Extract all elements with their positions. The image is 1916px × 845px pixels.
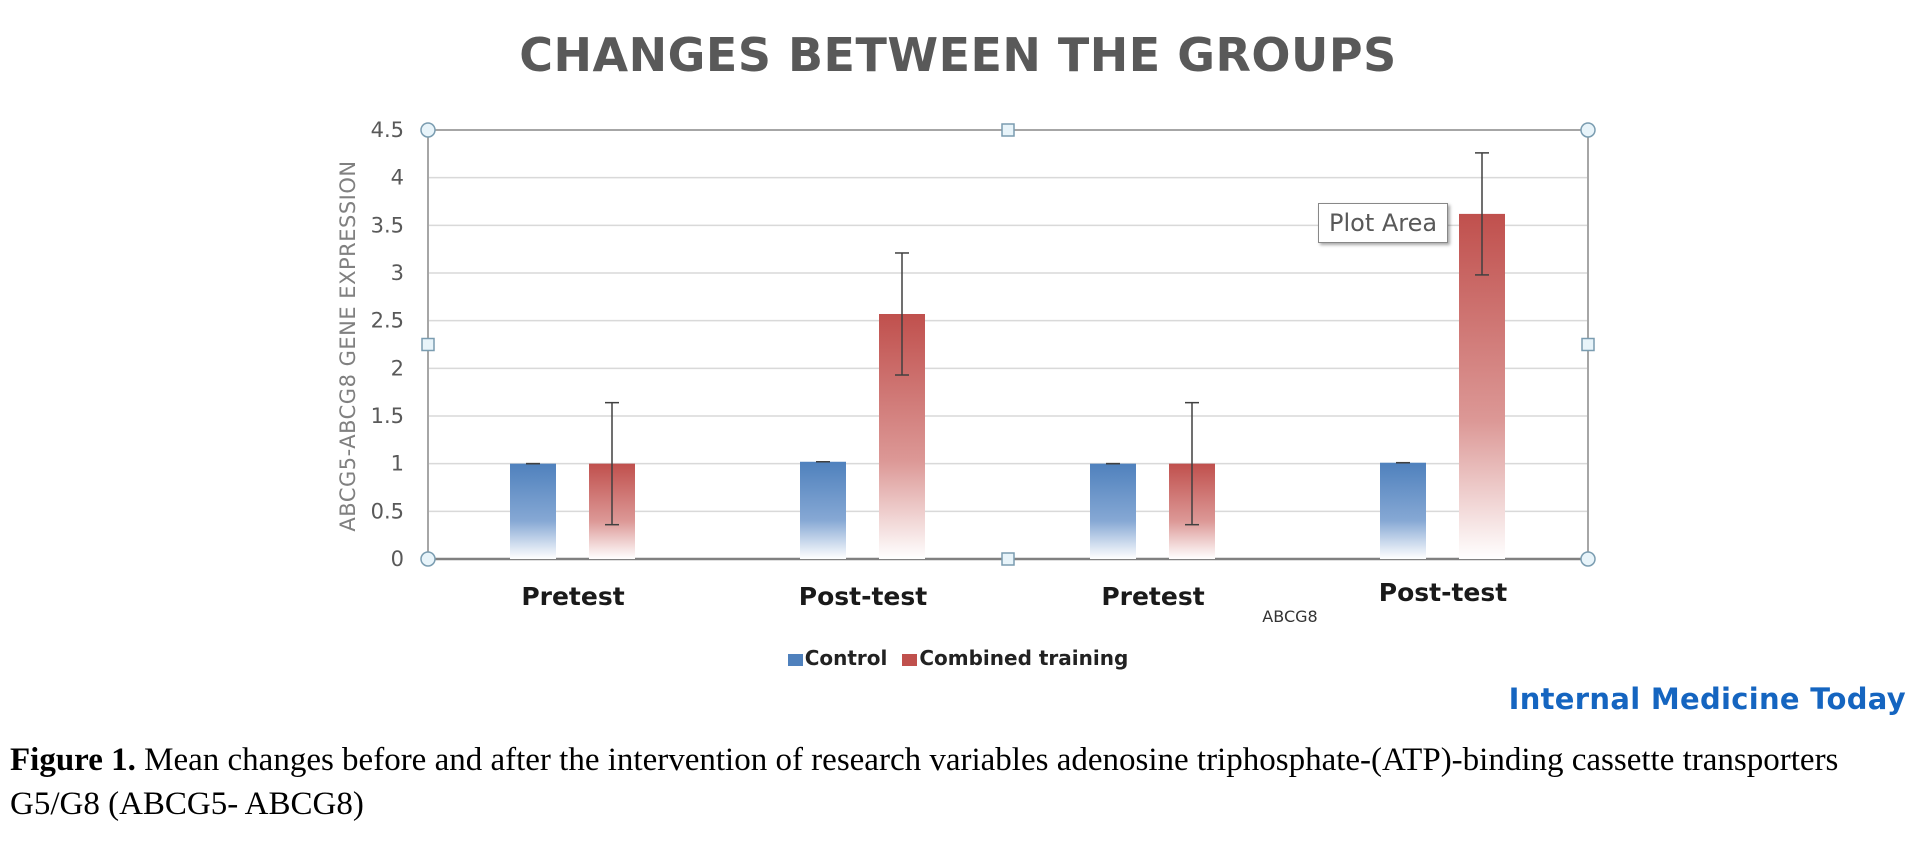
category-label: Pretest [521,582,624,611]
y-tick-label: 1 [391,452,404,476]
legend-item-control[interactable]: Control [787,646,888,670]
control-swatch-icon [787,653,803,666]
resize-handle-side-icon[interactable] [1581,337,1595,352]
caption-text: Mean changes before and after the interv… [10,742,1839,822]
y-axis-label: ABCG5-ABCG8 GENE EXPRESSION [336,160,360,531]
chart-title: CHANGES BETWEEN THE GROUPS [519,28,1397,82]
y-tick-label: 4.5 [371,118,404,142]
legend-label-control: Control [804,646,888,670]
resize-handle-corner-icon[interactable] [1580,551,1596,567]
legend-item-combined-training[interactable]: Combined training [902,646,1128,670]
resize-handle-corner-icon[interactable] [420,551,436,567]
journal-brand: Internal Medicine Today [1508,682,1906,716]
figure-caption: Figure 1. Mean changes before and after … [10,738,1906,826]
resize-handle-side-icon[interactable] [1001,552,1015,566]
bar-control [800,461,846,559]
y-tick-label: 2 [391,356,404,380]
bar-control [510,463,556,559]
error-bars [526,152,1489,526]
y-tick-label: 4 [391,166,404,190]
x-axis-sublabel: ABCG8 [1262,607,1317,626]
y-axis-ticks: 0 0.5 1 1.5 2 2.5 3 3.5 4 4.5 [371,118,404,571]
plot-area-tooltip: Plot Area [1318,203,1449,243]
y-tick-label: 3.5 [371,213,404,237]
y-tick-label: 1.5 [371,404,404,428]
resize-handle-side-icon[interactable] [421,337,435,352]
y-tick-label: 2.5 [371,309,404,333]
y-tick-label: 0.5 [371,499,404,523]
category-label: Post-test [799,582,927,611]
combined-training-swatch-icon [902,653,918,666]
resize-handle-corner-icon[interactable] [1580,122,1596,138]
bar-control [1380,462,1426,559]
y-tick-label: 0 [391,547,404,571]
resize-handle-side-icon[interactable] [1001,123,1015,137]
bar-chart[interactable]: 00.511.522.533.544.5 Pretest Post-test Pre… [0,0,1916,640]
resize-handle-corner-icon[interactable] [420,122,436,138]
category-label: Post-test [1379,578,1507,607]
caption-label: Figure 1. [10,742,136,778]
bar-control [1090,463,1136,559]
x-axis-categories: Pretest Post-test Pretest Post-test [521,578,1507,611]
legend-label-combined-training: Combined training [919,646,1129,670]
legend[interactable]: Control Combined training [0,646,1916,670]
y-tick-label: 3 [391,261,404,285]
selection-handles[interactable] [420,122,1596,567]
category-label: Pretest [1101,582,1204,611]
bars [510,213,1505,560]
